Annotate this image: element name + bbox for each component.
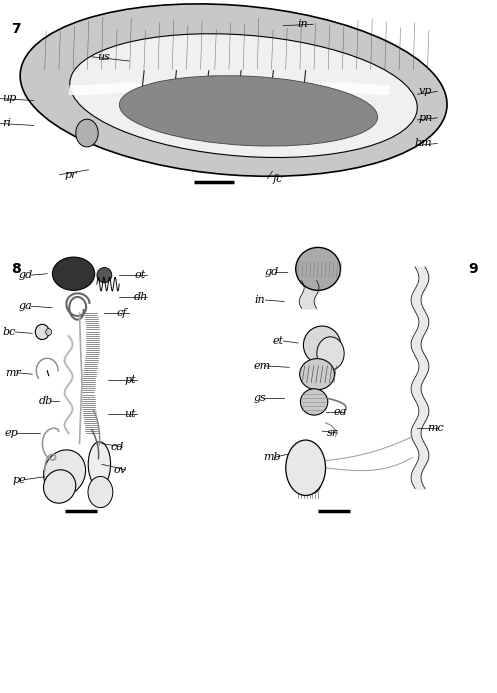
Ellipse shape [303,326,341,365]
Text: mr: mr [5,368,21,378]
Text: pn: pn [418,113,432,123]
Ellipse shape [44,450,85,495]
Text: em: em [253,361,270,371]
Text: pt: pt [124,375,136,385]
Text: in: in [298,19,308,29]
Text: pr: pr [65,170,77,179]
Text: gd: gd [264,267,279,277]
Text: mb: mb [263,453,281,462]
Text: ga: ga [19,301,33,311]
Text: pe: pe [12,475,26,484]
Ellipse shape [97,267,112,283]
Text: cd: cd [110,442,124,452]
Text: sr: sr [327,428,338,438]
Ellipse shape [300,389,328,415]
Ellipse shape [52,257,94,290]
Text: ri: ri [2,119,11,128]
Text: gd: gd [19,270,33,280]
Text: gs: gs [253,394,266,403]
Text: fc: fc [272,174,283,184]
Text: bc: bc [2,327,16,337]
Ellipse shape [296,247,340,290]
Ellipse shape [296,479,320,494]
Ellipse shape [35,324,49,340]
Ellipse shape [88,477,113,507]
Text: 7: 7 [11,22,20,36]
Text: ep: ep [5,428,19,438]
Text: et: et [272,336,283,346]
Ellipse shape [44,470,76,503]
Text: dh: dh [134,292,149,301]
Text: vp: vp [419,87,432,96]
Text: 9: 9 [468,262,478,276]
Ellipse shape [88,442,111,486]
Text: cf: cf [117,308,127,318]
Text: in: in [254,295,265,305]
Text: bm: bm [415,139,432,148]
Ellipse shape [70,34,417,157]
Text: mc: mc [427,423,444,433]
Text: up: up [2,94,17,103]
Text: db: db [39,396,53,405]
Ellipse shape [300,359,334,389]
Text: ot: ot [134,270,146,280]
Text: ea: ea [334,407,347,417]
Text: ut: ut [124,410,136,419]
Ellipse shape [46,328,52,335]
Ellipse shape [317,337,344,370]
Text: us: us [97,52,110,62]
Ellipse shape [76,119,98,147]
Text: 8: 8 [11,262,21,276]
Text: ov: ov [113,465,126,475]
Ellipse shape [20,4,447,176]
Ellipse shape [119,76,378,146]
Circle shape [286,440,326,495]
